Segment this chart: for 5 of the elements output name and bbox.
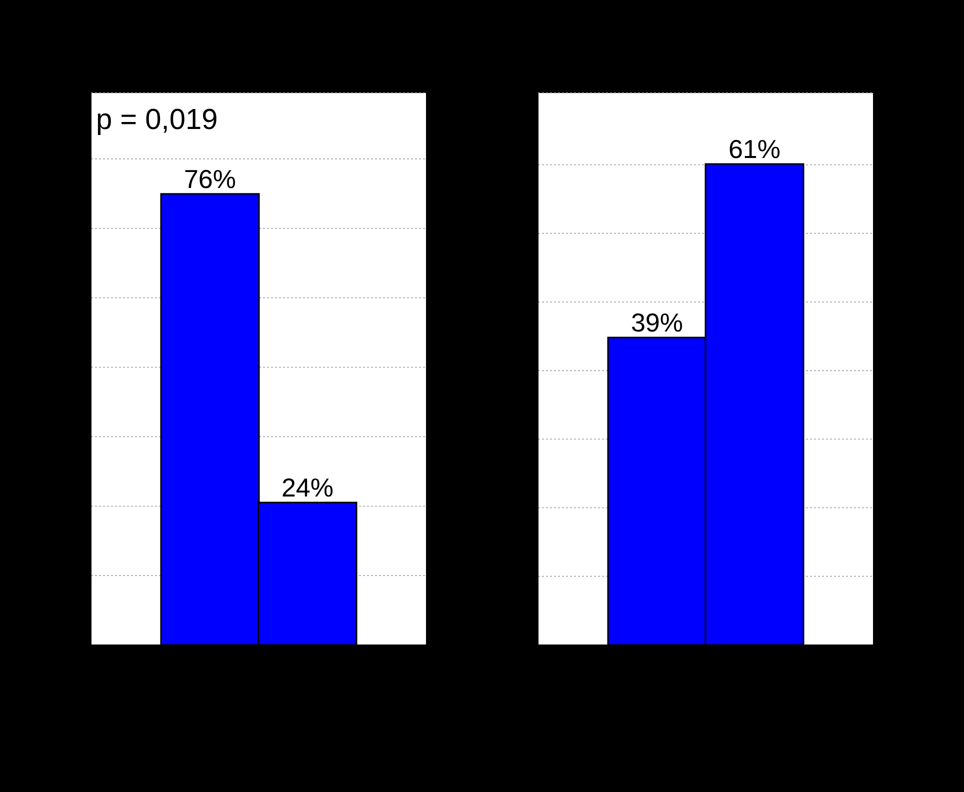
annotation: p = 0,019 bbox=[96, 104, 218, 137]
data-label: 76% bbox=[184, 164, 236, 194]
data-label: 61% bbox=[728, 134, 781, 164]
data-label: 24% bbox=[281, 472, 334, 503]
data-label: 39% bbox=[630, 307, 684, 338]
